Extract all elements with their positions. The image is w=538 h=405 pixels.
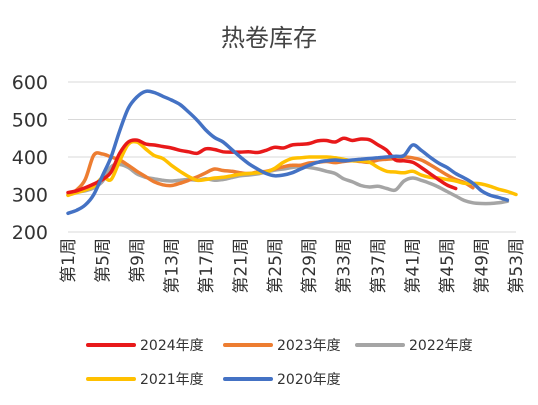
chart-title: 热卷库存 [221, 24, 317, 52]
x-tick-label: 第13周 [162, 238, 182, 294]
legend-label: 2024年度 [140, 338, 204, 354]
x-tick-label: 第53周 [507, 238, 527, 294]
y-tick-label: 200 [12, 222, 48, 244]
series-line-2020年度 [66, 89, 510, 216]
legend-label: 2021年度 [140, 372, 204, 388]
y-tick-label: 600 [12, 72, 48, 94]
x-tick-label: 第49周 [473, 238, 493, 294]
series-lines [66, 89, 518, 216]
legend-label: 2020年度 [277, 372, 341, 388]
x-tick-label: 第29周 [300, 238, 320, 294]
x-tick-label: 第17周 [197, 238, 217, 294]
x-axis-ticks: 第1周 第5周 第9周 第13周 第17周 第21周 第25周 第29周 第33周 第37周 第41… [59, 238, 527, 294]
y-axis-ticks: 200 300 400 500 600 [12, 72, 48, 244]
y-tick-label: 300 [12, 185, 48, 207]
x-tick-label: 第21周 [231, 238, 251, 294]
series-line-2021年度 [66, 139, 518, 198]
x-tick-label: 第41周 [404, 238, 424, 294]
x-tick-label: 第37周 [369, 238, 389, 294]
x-tick-label: 第45周 [438, 238, 458, 294]
legend: 2024年度 2023年度 2022年度 2021年度 2020年度 [86, 338, 473, 388]
x-tick-label: 第25周 [266, 238, 286, 294]
x-tick-label: 第33周 [335, 238, 355, 294]
x-tick-label: 第5周 [93, 238, 113, 283]
legend-label: 2023年度 [277, 338, 341, 354]
x-tick-label: 第1周 [59, 238, 79, 283]
legend-label: 2022年度 [409, 338, 473, 354]
x-tick-label: 第9周 [128, 238, 148, 283]
y-tick-label: 500 [12, 110, 48, 132]
y-tick-label: 400 [12, 147, 48, 169]
